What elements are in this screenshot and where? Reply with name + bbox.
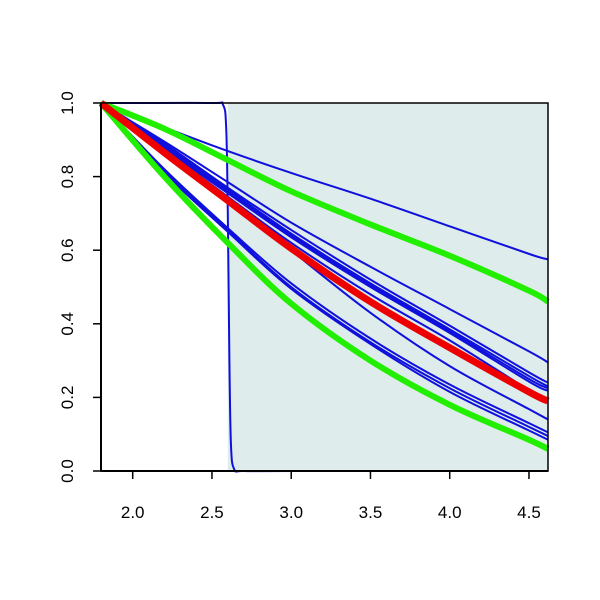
y-tick-label: 0.4 [58,312,77,336]
y-tick-label: 1.0 [58,91,77,115]
series-line-blue-1 [100,102,549,261]
x-tick-label: 2.0 [121,503,145,522]
x-tick-label: 4.5 [517,503,541,522]
y-ticks: 0.0 0.2 0.4 0.6 0.8 1.0 [58,91,101,483]
series-layer [98,100,550,473]
x-tick-label: 2.5 [200,503,224,522]
series-line-blue-10 [100,102,549,437]
series-line-green-13 [98,101,550,452]
x-ticks: 2.0 2.5 3.0 3.5 4.0 4.5 [121,471,541,522]
x-tick-label: 4.0 [438,503,462,522]
y-tick-label: 0.8 [58,165,77,189]
x-tick-label: 3.5 [359,503,383,522]
series-line-green-12 [99,100,550,305]
x-tick-label: 3.0 [279,503,303,522]
series-line-blue-5 [100,102,549,390]
series-line-red-14 [98,100,550,405]
series-line-blue-9 [100,102,549,434]
series-line-blue-2 [100,102,549,364]
y-tick-label: 0.2 [58,386,77,410]
series-line-blue-4 [100,102,549,388]
y-tick-label: 0.0 [58,459,77,483]
series-line-blue-3 [100,102,549,384]
plot-area [98,100,550,473]
y-tick-label: 0.6 [58,238,77,262]
